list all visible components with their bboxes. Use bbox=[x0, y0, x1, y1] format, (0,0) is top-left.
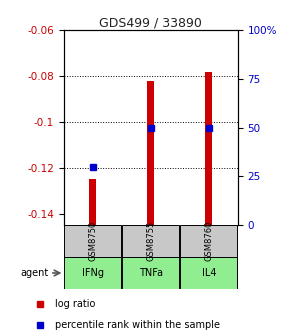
Bar bbox=[205, 72, 212, 225]
Bar bbox=[122, 225, 179, 257]
Text: GSM8755: GSM8755 bbox=[146, 221, 155, 261]
Text: GSM8760: GSM8760 bbox=[204, 221, 213, 261]
Bar bbox=[122, 257, 179, 289]
Title: GDS499 / 33890: GDS499 / 33890 bbox=[99, 16, 202, 29]
Text: agent: agent bbox=[20, 268, 48, 278]
Bar bbox=[180, 225, 237, 257]
Text: IFNg: IFNg bbox=[82, 268, 104, 278]
Text: IL4: IL4 bbox=[202, 268, 216, 278]
Bar bbox=[64, 257, 121, 289]
Bar bbox=[89, 179, 96, 225]
Text: GSM8750: GSM8750 bbox=[88, 221, 97, 261]
Text: TNFa: TNFa bbox=[139, 268, 163, 278]
Text: log ratio: log ratio bbox=[55, 299, 95, 309]
Bar bbox=[180, 257, 237, 289]
Bar bbox=[64, 225, 121, 257]
Text: percentile rank within the sample: percentile rank within the sample bbox=[55, 320, 220, 330]
Bar bbox=[147, 81, 154, 225]
